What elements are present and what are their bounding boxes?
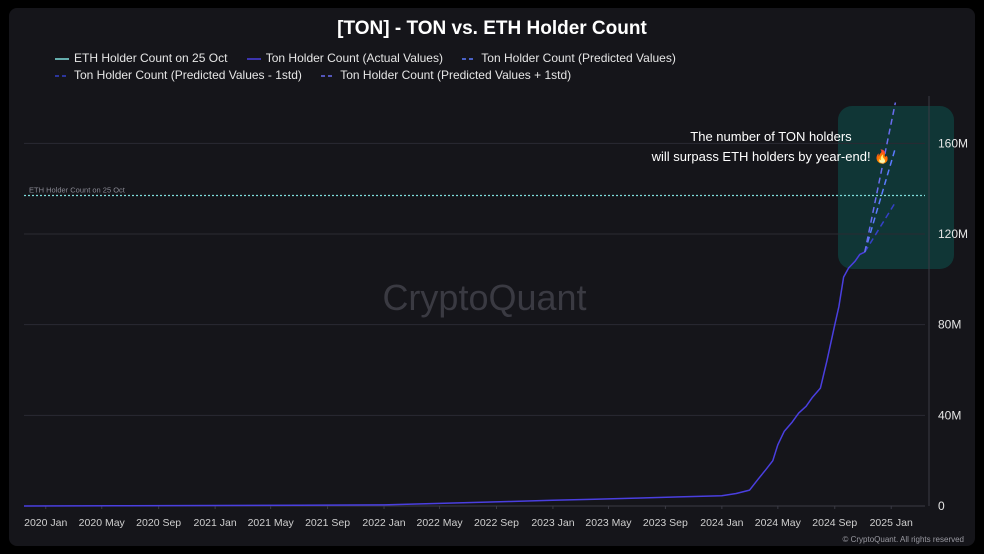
x-tick-label: 2024 Jan	[700, 517, 743, 529]
legend-item-eth[interactable]: ETH Holder Count on 25 Oct	[55, 50, 227, 67]
y-tick-label: 40M	[938, 408, 961, 422]
legend-label-ton-minus-std: Ton Holder Count (Predicted Values - 1st…	[74, 68, 302, 82]
legend-swatch-ton-minus-std	[55, 75, 69, 77]
y-tick-label: 0	[938, 499, 945, 513]
y-tick-label: 80M	[938, 318, 961, 332]
legend-swatch-eth	[55, 58, 69, 60]
x-tick-label: 2023 Sep	[643, 517, 688, 529]
chart-frame: [TON] - TON vs. ETH Holder Count ETH Hol…	[9, 8, 975, 546]
chart-legend: ETH Holder Count on 25 Oct Ton Holder Co…	[55, 50, 955, 84]
x-tick-label: 2023 Jan	[531, 517, 574, 529]
legend-swatch-ton-actual	[246, 58, 261, 60]
x-tick-label: 2022 May	[416, 517, 463, 529]
eth-reference-label: ETH Holder Count on 25 Oct	[29, 185, 126, 194]
x-tick-label: 2024 Sep	[812, 517, 857, 529]
chart-plot: 0 40M 80M 120M 160M 2020 Jan 2020 May 2020 Sep 2…	[23, 96, 968, 544]
x-tick-label: 2020 Jan	[24, 517, 67, 529]
legend-item-ton-plus-std[interactable]: Ton Holder Count (Predicted Values + 1st…	[321, 67, 571, 84]
prediction-highlight-box	[838, 106, 954, 269]
legend-label-ton-actual: Ton Holder Count (Actual Values)	[265, 51, 443, 65]
legend-label-ton-predicted: Ton Holder Count (Predicted Values)	[481, 51, 676, 65]
legend-label-eth: ETH Holder Count on 25 Oct	[74, 51, 228, 65]
y-tick-label: 120M	[938, 227, 968, 241]
footer-copyright: © CryptoQuant. All rights reserved	[843, 535, 965, 544]
series-ton-predicted	[864, 147, 897, 253]
x-tick-label: 2020 May	[79, 517, 126, 529]
x-tick-label: 2022 Sep	[474, 517, 519, 529]
legend-item-ton-actual[interactable]: Ton Holder Count (Actual Values)	[246, 50, 443, 67]
x-tick-label: 2024 May	[755, 517, 802, 529]
x-tick-label: 2021 Sep	[305, 517, 350, 529]
series-ton-actual	[23, 251, 866, 507]
x-tick-label: 2023 May	[585, 517, 632, 529]
legend-swatch-ton-predicted	[462, 58, 477, 60]
legend-item-ton-minus-std[interactable]: Ton Holder Count (Predicted Values - 1st…	[55, 67, 302, 84]
x-tick-label: 2020 Sep	[136, 517, 181, 529]
annotation-line-2: will surpass ETH holders by year-end! 🔥	[651, 149, 891, 164]
watermark-text: CryptoQuant	[382, 277, 586, 318]
x-tick-label: 2021 Jan	[194, 517, 237, 529]
x-tick-label: 2025 Jan	[870, 517, 913, 529]
annotation-line-1: The number of TON holders	[690, 129, 852, 144]
x-tick-label: 2022 Jan	[362, 517, 405, 529]
series-ton-plus-std	[864, 102, 897, 253]
legend-item-ton-predicted[interactable]: Ton Holder Count (Predicted Values)	[462, 50, 676, 67]
legend-swatch-ton-plus-std	[321, 75, 336, 77]
chart-title: [TON] - TON vs. ETH Holder Count	[337, 18, 647, 39]
x-tick-label: 2021 May	[248, 517, 295, 529]
y-tick-label: 160M	[938, 136, 968, 150]
legend-label-ton-plus-std: Ton Holder Count (Predicted Values + 1st…	[340, 68, 572, 82]
